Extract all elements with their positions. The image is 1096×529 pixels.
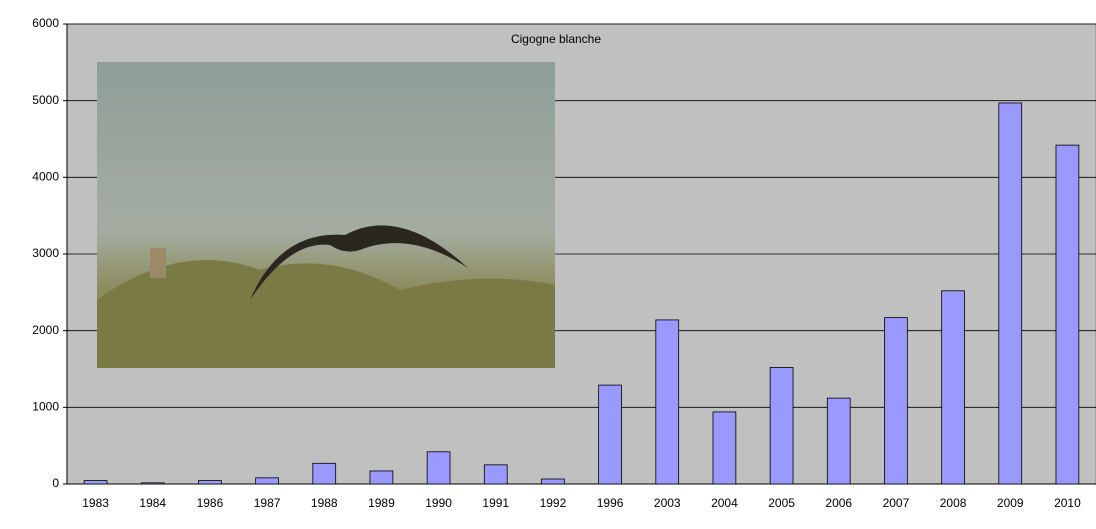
bar <box>541 479 564 484</box>
y-tick-label: 1000 <box>32 400 59 414</box>
x-tick-label: 2006 <box>825 496 852 510</box>
y-tick-label: 6000 <box>32 16 59 30</box>
bar <box>198 481 221 484</box>
bar <box>427 452 450 484</box>
bar <box>599 385 622 484</box>
x-tick-label: 1986 <box>197 496 224 510</box>
x-tick-label: 2009 <box>997 496 1024 510</box>
bar <box>770 367 793 484</box>
x-tick-label: 1983 <box>82 496 109 510</box>
bar <box>141 483 164 484</box>
bar <box>884 318 907 484</box>
y-tick-label: 5000 <box>32 93 59 107</box>
bar <box>827 398 850 484</box>
bar <box>84 481 107 484</box>
x-tick-label: 2003 <box>654 496 681 510</box>
y-tick-label: 4000 <box>32 170 59 184</box>
bar <box>942 291 965 484</box>
chart: Cigogne blanche 0 1000 2000 3000 4000 5000 600… <box>0 0 1096 524</box>
y-tick-label: 2000 <box>32 323 59 337</box>
page: Cigogne blanche 0 1000 2000 3000 4000 5000 600… <box>0 0 1096 529</box>
bar <box>484 465 507 484</box>
x-tick-label: 2007 <box>883 496 910 510</box>
bar <box>656 320 679 484</box>
bar <box>256 478 279 484</box>
x-tick-label: 1987 <box>254 496 281 510</box>
bar <box>313 463 336 484</box>
photo <box>97 62 555 368</box>
bar <box>370 471 393 484</box>
x-tick-label: 2008 <box>940 496 967 510</box>
bar <box>999 103 1022 484</box>
x-tick-label: 1990 <box>425 496 452 510</box>
x-tick-label: 2005 <box>768 496 795 510</box>
x-tick-label: 2010 <box>1054 496 1081 510</box>
bar <box>713 412 736 484</box>
bar <box>1056 145 1079 484</box>
x-tick-label: 1996 <box>597 496 624 510</box>
x-tick-label: 1991 <box>482 496 509 510</box>
x-tick-label: 1988 <box>311 496 338 510</box>
x-tick-label: 1989 <box>368 496 395 510</box>
x-tick-label: 2004 <box>711 496 738 510</box>
chart-title: Cigogne blanche <box>511 32 601 46</box>
x-tick-label: 1984 <box>139 496 166 510</box>
photo-tower <box>150 248 166 278</box>
y-tick-label: 0 <box>52 476 59 490</box>
x-tick-label: 1992 <box>540 496 567 510</box>
y-tick-label: 3000 <box>32 246 59 260</box>
